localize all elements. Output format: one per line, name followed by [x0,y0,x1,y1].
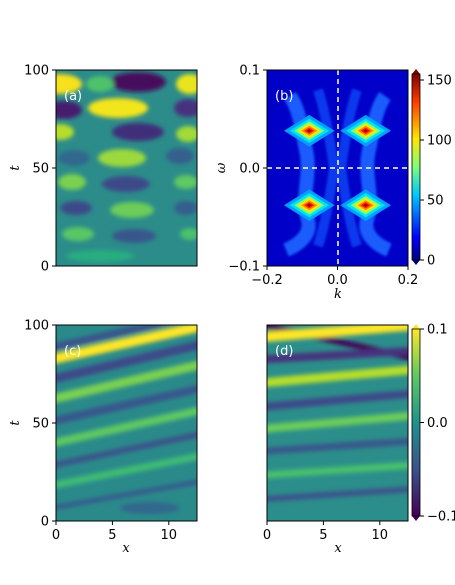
panel-b-label: (b) [275,89,293,104]
x-tick-label: 0.2 [398,273,419,288]
panel-b-xlabel: k [334,287,342,302]
panel-b-dashed-lines [267,70,408,266]
panel-b-colorbar-ticks: 0 50 100 150 [420,74,452,269]
y-tick-label: 100 [24,64,49,79]
y-tick-label: 0.0 [239,162,260,177]
spectral-peak [340,189,391,222]
panel-a-heatmap [56,70,197,266]
x-tick-label: 0 [263,528,271,543]
x-tick-label: 5 [319,528,327,543]
x-tick-label: 0.0 [327,273,348,288]
panel-a-label: (a) [64,89,82,104]
colorbar-tick-label: −0.1 [427,510,455,525]
panel-b-axes: −0.1 0.0 0.1 −0.2 0.0 0.2 [228,64,418,289]
x-tick-label: 10 [372,528,389,543]
panel-b-ylabel: ω [214,162,229,173]
colorbar-tick-label: 150 [427,74,452,89]
panel-d-heatmap [267,325,408,521]
spectral-peak [284,189,335,222]
colorbar-tick-label: 100 [427,134,452,149]
colorbar-tick-label: 0.0 [427,416,448,431]
y-tick-label: 50 [32,417,49,432]
colorbar-tick-label: 50 [427,194,444,209]
panel-d-colorbar-ticks: 0.1 0.0 −0.1 [420,323,455,525]
panel-a-ylabel: t [8,165,23,171]
y-tick-label: 0 [41,260,49,275]
panel-a-y-axis: 0 50 100 [24,64,56,275]
y-tick-label: 0 [41,515,49,530]
x-tick-label: 0 [52,528,60,543]
colorbar-tick-label: 0 [427,254,435,269]
x-tick-label: 10 [161,528,178,543]
panel-c-label: (c) [64,344,81,359]
panel-c-heatmap [56,325,197,521]
panel-c-xlabel: x [122,541,130,556]
panel-d-axes: 0 5 10 [263,521,388,543]
spectral-peak [340,114,391,147]
y-tick-label: 50 [32,162,49,177]
spectral-peak [284,114,335,147]
colorbar-tick-label: 0.1 [427,323,448,338]
panel-c-ylabel: t [8,420,23,426]
x-tick-label: −0.2 [251,273,283,288]
panel-d-xlabel: x [334,541,342,556]
y-tick-label: −0.1 [228,260,260,275]
panel-b-colorbar [411,69,421,265]
panel-d-frame [266,324,409,522]
panel-c-axes: 0 50 100 0 5 10 [24,319,177,544]
x-tick-label: 5 [108,528,116,543]
y-tick-label: 0.1 [239,64,260,79]
y-tick-label: 100 [24,319,49,334]
panel-d-colorbar [411,324,421,521]
panel-d-label: (d) [275,344,293,359]
